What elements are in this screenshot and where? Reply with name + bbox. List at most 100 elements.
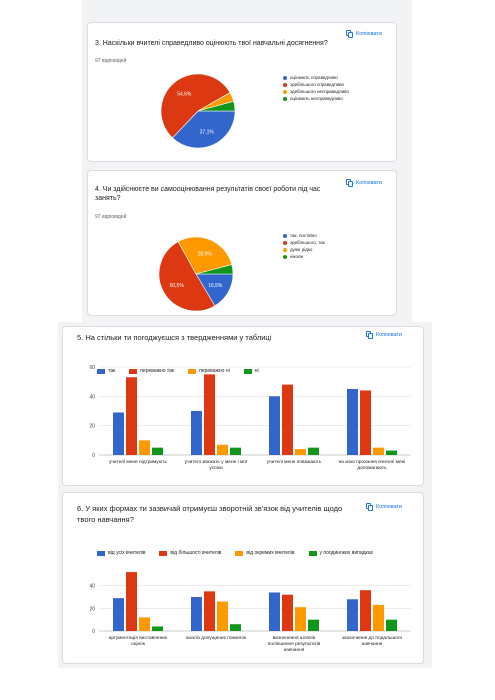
x-tick-label: учителі мене підтримують: [109, 459, 167, 465]
copy-icon: [346, 179, 353, 187]
bar: [217, 601, 228, 631]
question-card-5: 5. На стільки ти погоджуєшся з твердженн…: [62, 326, 424, 486]
y-tick-label: 20: [89, 606, 95, 612]
bar: [373, 447, 384, 455]
x-tick-label: учителі зважать у мене і мої: [185, 459, 248, 465]
bar: [204, 374, 215, 455]
legend-label: здебільшого, так: [290, 240, 325, 245]
bar: [308, 447, 319, 455]
copy-button[interactable]: Копіювати: [366, 331, 402, 339]
legend-dot: [283, 233, 287, 238]
legend-item: так: [97, 368, 115, 374]
x-tick-label: успіхи: [209, 465, 223, 471]
bar: [126, 377, 137, 455]
legend-swatch: [235, 550, 244, 556]
bar-chart: 0 20 40 60 учителі мене підтримують учителі з…: [89, 365, 411, 471]
bar: [269, 396, 280, 455]
pie-slice: [160, 73, 231, 139]
x-tick-label: заохочення до подальшого: [342, 636, 403, 641]
legend-swatch: [243, 368, 252, 374]
bar: [217, 444, 228, 455]
copy-icon: [346, 30, 353, 38]
bar: [308, 619, 319, 631]
x-tick-label: навчання: [362, 642, 383, 647]
pie-slice: [172, 110, 236, 149]
bar: [269, 592, 280, 631]
bar: [191, 411, 202, 455]
y-tick-label: 20: [89, 424, 95, 430]
x-tick-label: навчання: [284, 648, 305, 653]
question-title: 4. Чи здійснюєте ви самооцінювання резул…: [95, 186, 321, 202]
legend-item: дуже рідко: [283, 246, 325, 253]
bar: [230, 624, 241, 631]
pie-data-label: 54,6%: [177, 92, 192, 98]
y-tick-label: 0: [92, 629, 95, 635]
legend-label: оцінюють справедливо: [290, 75, 338, 80]
legend-dot: [283, 89, 287, 94]
y-tick-label: 60: [89, 365, 95, 371]
legend-dot: [283, 96, 287, 101]
legend-item: у поодиноких випадках: [308, 550, 374, 556]
bar: [347, 389, 358, 455]
legend-label: від більшості вчителів: [170, 550, 222, 556]
x-tick-label: поліпшення результатів: [268, 641, 321, 647]
y-tick-label: 40: [89, 584, 95, 590]
bar: [386, 450, 397, 455]
copy-label: Копіювати: [356, 180, 382, 186]
copy-button[interactable]: Копіювати: [346, 30, 382, 38]
copy-icon: [366, 503, 373, 511]
legend-item: від більшості вчителів: [159, 550, 221, 556]
legend-swatch: [97, 550, 105, 556]
copy-label: Копіювати: [376, 332, 402, 338]
legend-item: оцінюють справедливо: [283, 74, 349, 81]
pie-slice: [177, 236, 233, 275]
pie-legend: так, постійно здебільшого, так дуже рідко н…: [283, 232, 325, 260]
legend-item: здебільшого, так: [283, 239, 325, 246]
bar: [113, 598, 124, 631]
bar-legend: від усіх вчителів від більшості вчителів в…: [97, 550, 373, 556]
y-tick-label: 0: [92, 453, 95, 459]
question-title: 3. Наскільки вчителі справедливо оцінюют…: [95, 40, 328, 47]
legend-item: переважно так: [129, 368, 174, 374]
bar: [295, 449, 306, 455]
bar: [386, 619, 397, 631]
bar: [204, 591, 215, 631]
legend-item: від усіх вчителів: [97, 550, 145, 556]
legend-label: оцінюють несправедливо: [290, 96, 343, 101]
copy-button[interactable]: Копіювати: [346, 179, 382, 187]
legend-dot: [283, 240, 287, 245]
copy-button[interactable]: Копіювати: [366, 503, 402, 511]
legend-label: у поодиноких випадках: [319, 550, 374, 556]
y-tick-label: 40: [89, 394, 95, 400]
legend-item: оцінюють несправедливо: [283, 95, 349, 102]
bar: [152, 626, 163, 631]
response-count: 97 відповідей: [95, 214, 127, 220]
legend-dot: [283, 247, 287, 252]
legend-label: так, постійно: [290, 233, 317, 238]
legend-item: так, постійно: [283, 232, 325, 239]
x-tick-label: визначення шляхів: [273, 635, 316, 641]
legend-label: від усіх вчителів: [108, 550, 146, 556]
legend-label: переважно так: [140, 368, 175, 374]
bar: [191, 597, 202, 631]
legend-label: здебільшого несправедливо: [290, 89, 350, 94]
legend-dot: [283, 82, 287, 87]
legend-item: здебільшого справедливо: [283, 81, 349, 88]
legend-label: здебільшого справедливо: [290, 82, 345, 87]
legend-item: здебільшого несправедливо: [283, 88, 349, 95]
legend-label: так: [108, 368, 116, 374]
pie-data-label: 16,5%: [208, 283, 223, 289]
bar: [360, 590, 371, 631]
bar: [347, 599, 358, 631]
pie-slice: [158, 241, 216, 312]
legend-swatch: [159, 550, 168, 556]
bar: [230, 447, 241, 455]
question-card-3: 3. Наскільки вчителі справедливо оцінюют…: [87, 22, 397, 162]
legend-item: переважно ні: [188, 368, 230, 374]
x-tick-label: учителі мене поважають: [267, 459, 322, 465]
legend-item: ні: [243, 368, 259, 374]
legend-label: ні: [254, 368, 259, 374]
pie-slice: [197, 100, 236, 112]
copy-label: Копіювати: [356, 31, 382, 37]
x-tick-label: аналіз допущених помилок: [186, 635, 247, 641]
